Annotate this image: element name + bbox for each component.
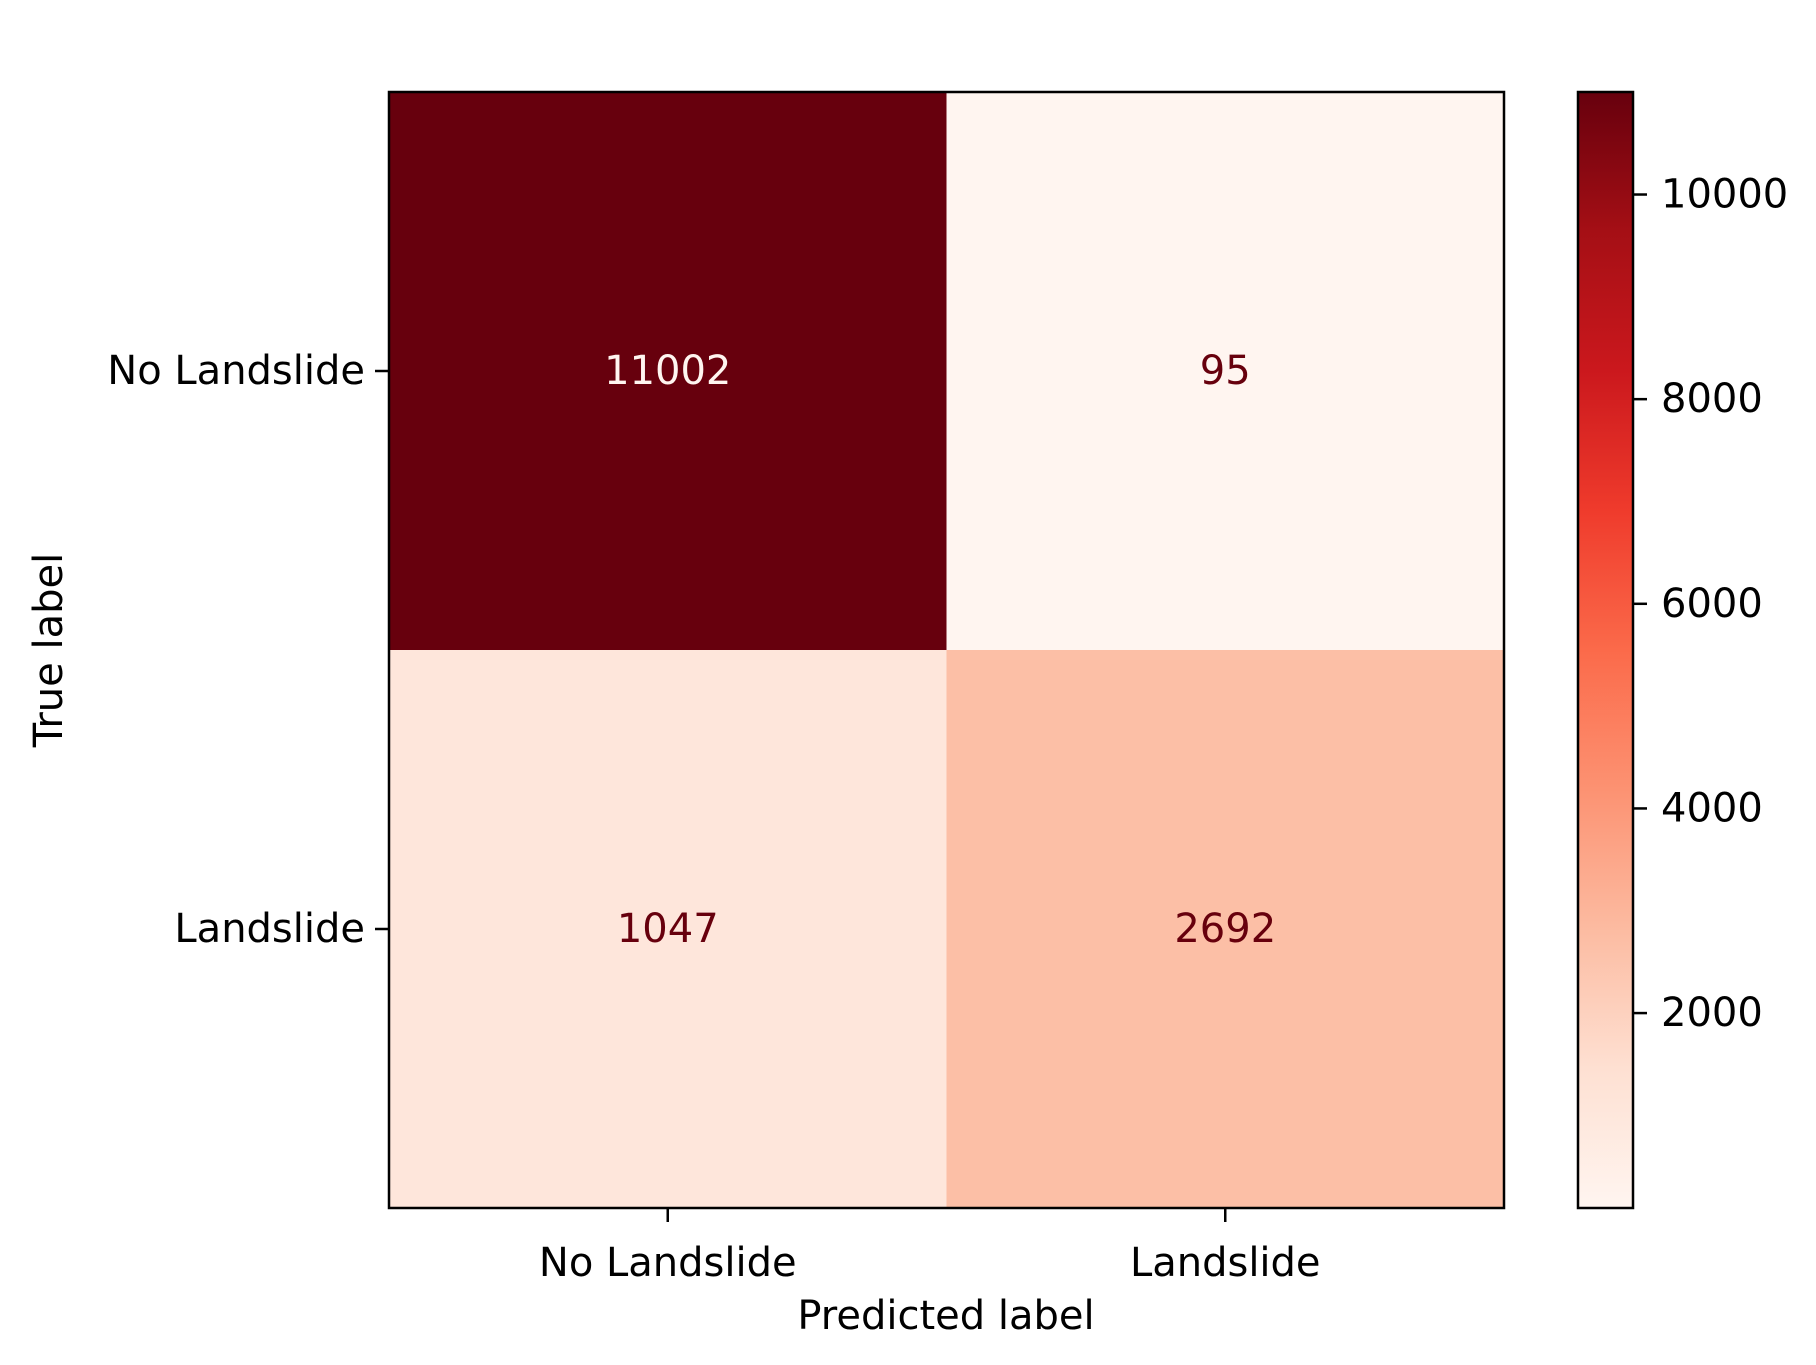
y-tick-label-0: No Landslide <box>107 348 365 394</box>
colorbar-tick-label-3: 8000 <box>1661 376 1763 422</box>
heatmap-cell-0-0 <box>389 92 947 651</box>
x-axis-ticks: No Landslide Landslide <box>539 1208 1321 1286</box>
x-tick-label-1: Landslide <box>1130 1240 1321 1286</box>
colorbar-tick-label-4: 10000 <box>1661 172 1788 218</box>
heatmap-cell-1-1 <box>946 650 1505 1209</box>
y-axis-ticks: No Landslide Landslide <box>107 348 389 952</box>
cell-value-label-0-0: 11002 <box>604 348 731 394</box>
cell-value-label-1-0: 1047 <box>617 906 719 952</box>
heatmap-cell-1-0 <box>389 650 947 1209</box>
heatmap-cell-0-1 <box>946 92 1505 651</box>
colorbar-tick-label-2: 6000 <box>1661 581 1763 627</box>
y-tick-label-1: Landslide <box>174 906 365 952</box>
y-axis-title: True label <box>26 553 72 748</box>
x-axis-title: Predicted label <box>797 1293 1094 1339</box>
colorbar-tick-label-0: 2000 <box>1661 990 1763 1036</box>
plot-frame <box>387 90 1506 1210</box>
colorbar-ticks: 2000 4000 6000 8000 10000 <box>1633 172 1788 1036</box>
cell-value-label-0-1: 95 <box>1200 348 1251 394</box>
heatmap-cells: 11002 95 1047 2692 <box>389 92 1505 1209</box>
colorbar-tick-label-1: 4000 <box>1661 785 1763 831</box>
colorbar <box>1576 90 1635 1210</box>
x-tick-label-0: No Landslide <box>539 1240 797 1286</box>
cell-value-label-1-1: 2692 <box>1174 906 1276 952</box>
